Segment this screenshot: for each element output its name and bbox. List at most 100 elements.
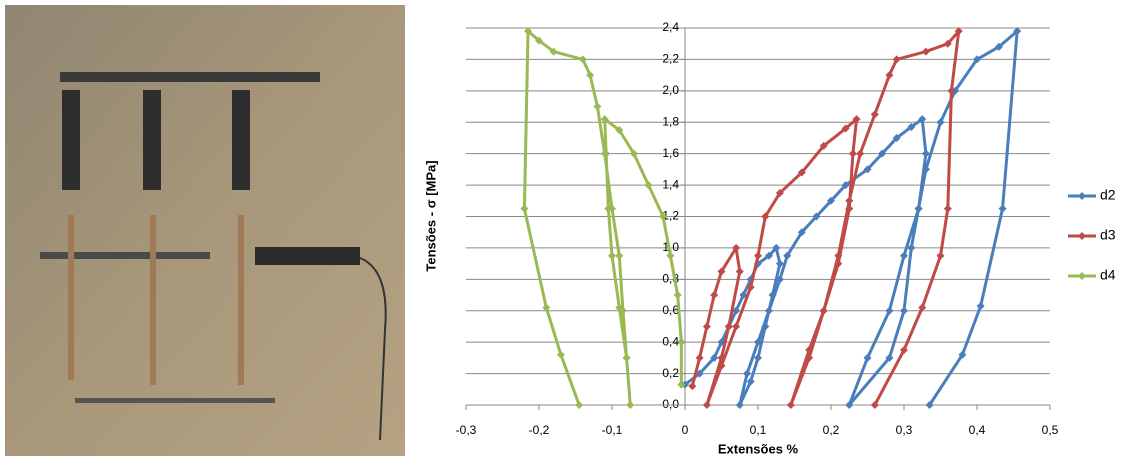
marker [936, 251, 945, 260]
marker [615, 251, 624, 260]
marker [615, 126, 624, 135]
marker [783, 251, 792, 260]
marker [973, 55, 981, 64]
marker [764, 251, 773, 260]
marker [764, 306, 773, 315]
marker [1013, 27, 1022, 36]
marker [677, 338, 686, 347]
y-tick-label: 2,4 [662, 20, 679, 34]
y-tick-label: 2,0 [662, 83, 679, 97]
marker [754, 338, 762, 347]
marker [841, 124, 850, 133]
marker [834, 251, 843, 260]
marker [732, 322, 741, 331]
legend-label: d4 [1100, 267, 1116, 283]
x-tick-label: 0 [682, 423, 689, 437]
marker [556, 350, 565, 359]
marker [717, 267, 726, 276]
legend-marker [1078, 192, 1086, 200]
marker [739, 291, 748, 300]
marker [954, 27, 963, 36]
marker [998, 204, 1007, 213]
marker [659, 212, 668, 221]
marker [754, 353, 762, 362]
marker [936, 118, 945, 127]
marker [914, 204, 923, 213]
marker [812, 212, 821, 221]
x-tick-label: 0,3 [896, 423, 913, 437]
marker [586, 71, 595, 80]
marker [666, 251, 675, 260]
legend-label: d2 [1100, 187, 1116, 203]
marker [921, 165, 930, 174]
legend-marker [1078, 272, 1086, 280]
y-tick-label: 1,4 [662, 177, 679, 191]
marker [535, 36, 543, 45]
marker [845, 401, 854, 409]
marker [702, 322, 711, 331]
marker [925, 401, 934, 409]
y-tick-label: 1,6 [662, 146, 679, 160]
x-tick-label: 0,2 [823, 423, 840, 437]
marker [805, 346, 814, 355]
marker [819, 306, 828, 315]
marker [834, 259, 843, 268]
marker [900, 346, 908, 355]
marker [717, 361, 726, 370]
x-tick-label: -0,3 [456, 423, 477, 437]
marker [732, 306, 741, 315]
marker [848, 149, 857, 158]
marker [735, 267, 744, 276]
marker [845, 196, 854, 205]
marker [863, 353, 872, 362]
y-tick-label: 2,2 [662, 52, 679, 66]
marker [845, 204, 854, 213]
marker [618, 306, 627, 315]
marker [918, 303, 927, 312]
marker [695, 353, 704, 362]
marker [878, 149, 887, 158]
marker [892, 55, 901, 64]
marker [608, 204, 616, 213]
marker [885, 353, 894, 362]
marker [907, 243, 916, 252]
marker [797, 168, 806, 177]
marker [608, 251, 616, 260]
marker [841, 181, 850, 190]
plot-area: 0,00,20,40,60,81,01,21,41,61,82,02,22,4-… [456, 20, 1116, 437]
marker [746, 377, 755, 386]
marker [907, 122, 916, 131]
x-axis-title: Extensões % [718, 441, 799, 456]
marker [626, 401, 635, 409]
x-tick-label: -0,2 [529, 423, 550, 437]
marker [542, 303, 551, 312]
marker [852, 115, 861, 124]
series-line [684, 29, 1019, 407]
marker [921, 47, 930, 56]
marker [870, 110, 879, 119]
series-line [522, 29, 683, 407]
x-tick-label: 0,1 [750, 423, 767, 437]
marker [524, 27, 533, 36]
marker [754, 251, 762, 260]
y-tick-label: 0,4 [662, 334, 679, 348]
y-tick-label: 1,0 [662, 240, 679, 254]
marker [885, 71, 894, 80]
marker [761, 322, 770, 331]
marker [746, 283, 755, 292]
marker [549, 47, 558, 56]
y-tick-label: 1,2 [662, 209, 679, 223]
marker [673, 291, 682, 300]
marker [772, 243, 781, 252]
series-line [690, 29, 961, 407]
marker [677, 380, 686, 389]
marker [593, 102, 602, 111]
y-tick-label: 0,6 [662, 303, 679, 317]
marker [702, 401, 711, 409]
marker [943, 39, 952, 48]
marker [892, 133, 901, 142]
marker [629, 149, 638, 158]
marker [575, 401, 584, 409]
photo [5, 5, 405, 456]
marker [900, 251, 908, 260]
